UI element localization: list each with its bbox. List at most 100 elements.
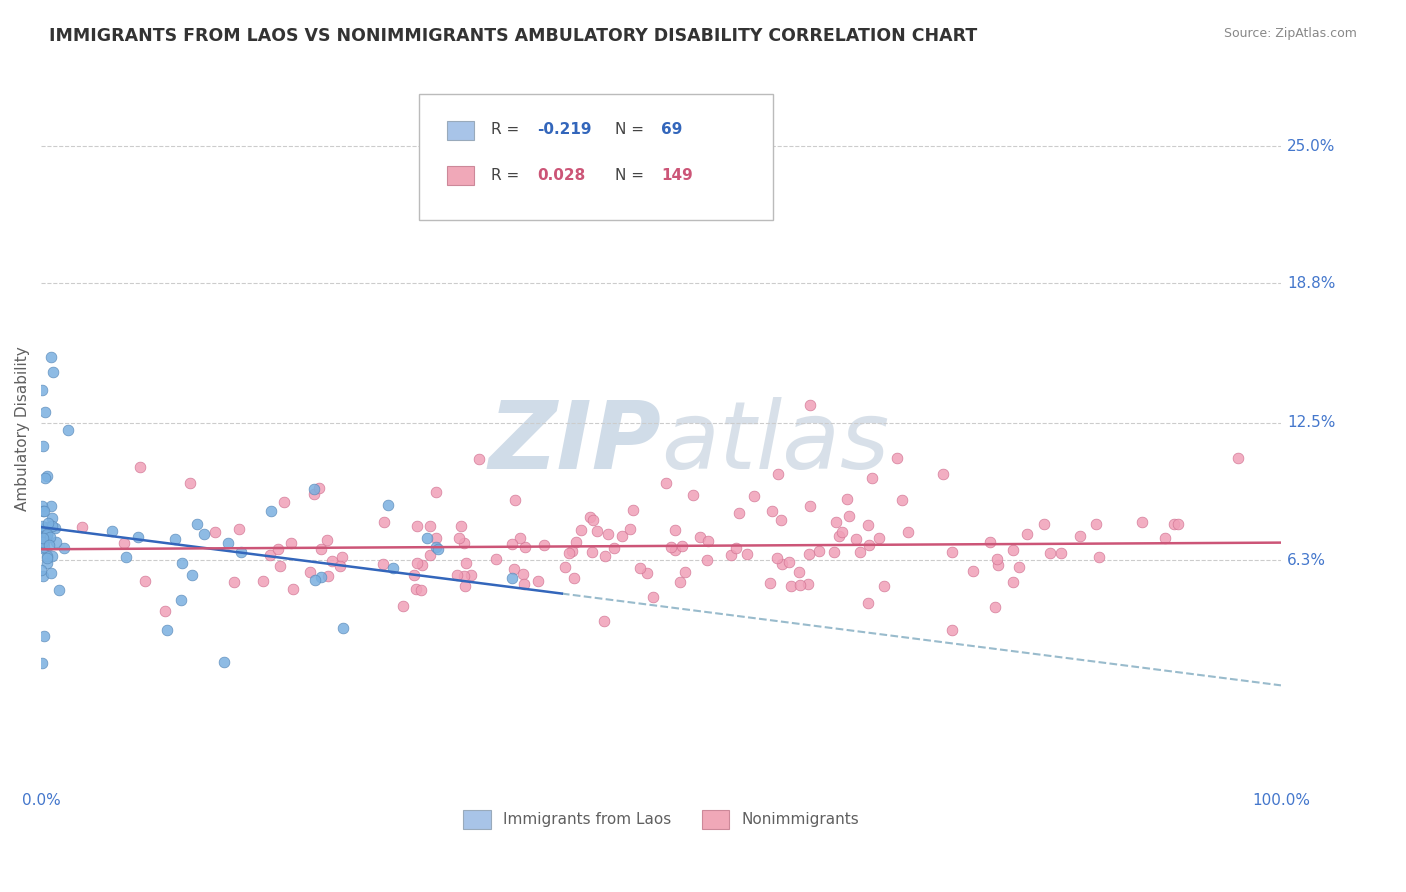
- Point: [392, 599, 415, 614]
- Point: [381, 561, 404, 575]
- Point: [603, 541, 626, 556]
- Point: [766, 551, 789, 566]
- Point: [447, 531, 470, 545]
- Point: [32, 439, 55, 453]
- Point: [1002, 574, 1025, 589]
- Point: [34, 405, 56, 419]
- Point: [641, 590, 664, 604]
- Point: [769, 513, 792, 527]
- Point: [671, 539, 693, 553]
- Point: [761, 504, 783, 518]
- Point: [129, 460, 152, 475]
- Point: [127, 530, 149, 544]
- Point: [869, 531, 891, 545]
- Point: [281, 582, 304, 596]
- Text: 149: 149: [661, 168, 693, 183]
- Point: [419, 548, 441, 562]
- Point: [31, 518, 53, 533]
- Point: [31, 523, 53, 537]
- Point: [468, 452, 491, 467]
- Point: [1069, 529, 1091, 543]
- Point: [30, 563, 52, 577]
- Point: [659, 540, 682, 554]
- Point: [31, 500, 53, 514]
- Point: [330, 550, 353, 565]
- Point: [799, 398, 821, 412]
- Point: [45, 535, 67, 549]
- Point: [799, 499, 821, 513]
- Point: [308, 481, 330, 495]
- Point: [575, 172, 598, 186]
- Point: [554, 559, 576, 574]
- Point: [501, 571, 523, 585]
- Point: [299, 565, 322, 579]
- Point: [1002, 542, 1025, 557]
- Point: [485, 552, 508, 566]
- Point: [505, 492, 527, 507]
- Point: [204, 524, 226, 539]
- Point: [860, 471, 883, 485]
- Text: Source: ZipAtlas.com: Source: ZipAtlas.com: [1223, 27, 1357, 40]
- Point: [48, 583, 70, 598]
- Point: [673, 566, 696, 580]
- Point: [32, 532, 55, 546]
- Point: [759, 576, 782, 591]
- Point: [318, 568, 340, 582]
- Point: [636, 566, 658, 581]
- Point: [986, 552, 1008, 566]
- Point: [565, 535, 588, 549]
- Point: [827, 529, 849, 543]
- Point: [979, 535, 1001, 549]
- Point: [35, 468, 58, 483]
- Point: [1039, 545, 1062, 559]
- Point: [228, 522, 250, 536]
- Point: [56, 423, 79, 437]
- Point: [586, 524, 609, 538]
- Point: [425, 531, 447, 545]
- Point: [252, 574, 274, 588]
- Point: [332, 621, 354, 635]
- Point: [838, 508, 860, 523]
- Point: [932, 467, 955, 482]
- Point: [962, 564, 984, 578]
- Point: [789, 578, 811, 592]
- Text: N =: N =: [616, 122, 650, 137]
- Point: [984, 599, 1007, 614]
- Text: 69: 69: [661, 122, 682, 137]
- Point: [34, 471, 56, 485]
- Point: [579, 510, 602, 524]
- Text: 25.0%: 25.0%: [1286, 138, 1336, 153]
- Point: [53, 541, 76, 555]
- Point: [856, 596, 879, 610]
- Point: [31, 541, 53, 555]
- Point: [1088, 550, 1111, 565]
- Point: [1032, 517, 1054, 532]
- Point: [582, 513, 605, 527]
- Point: [156, 623, 179, 637]
- Point: [558, 546, 581, 560]
- Point: [269, 559, 291, 574]
- Point: [808, 543, 831, 558]
- Point: [35, 531, 58, 545]
- Point: [41, 511, 63, 525]
- Point: [39, 499, 62, 513]
- Point: [39, 566, 62, 580]
- Point: [682, 488, 704, 502]
- Point: [742, 489, 765, 503]
- Point: [610, 529, 633, 543]
- Point: [280, 535, 302, 549]
- Point: [70, 520, 93, 534]
- Point: [32, 568, 55, 582]
- Point: [32, 537, 55, 551]
- Point: [405, 582, 427, 597]
- Point: [411, 558, 433, 572]
- Point: [1227, 451, 1250, 466]
- Point: [315, 533, 337, 547]
- Point: [453, 569, 475, 583]
- Point: [797, 547, 820, 561]
- Point: [41, 519, 63, 533]
- Point: [377, 498, 399, 512]
- Point: [34, 530, 56, 544]
- Point: [780, 579, 803, 593]
- Point: [1015, 527, 1038, 541]
